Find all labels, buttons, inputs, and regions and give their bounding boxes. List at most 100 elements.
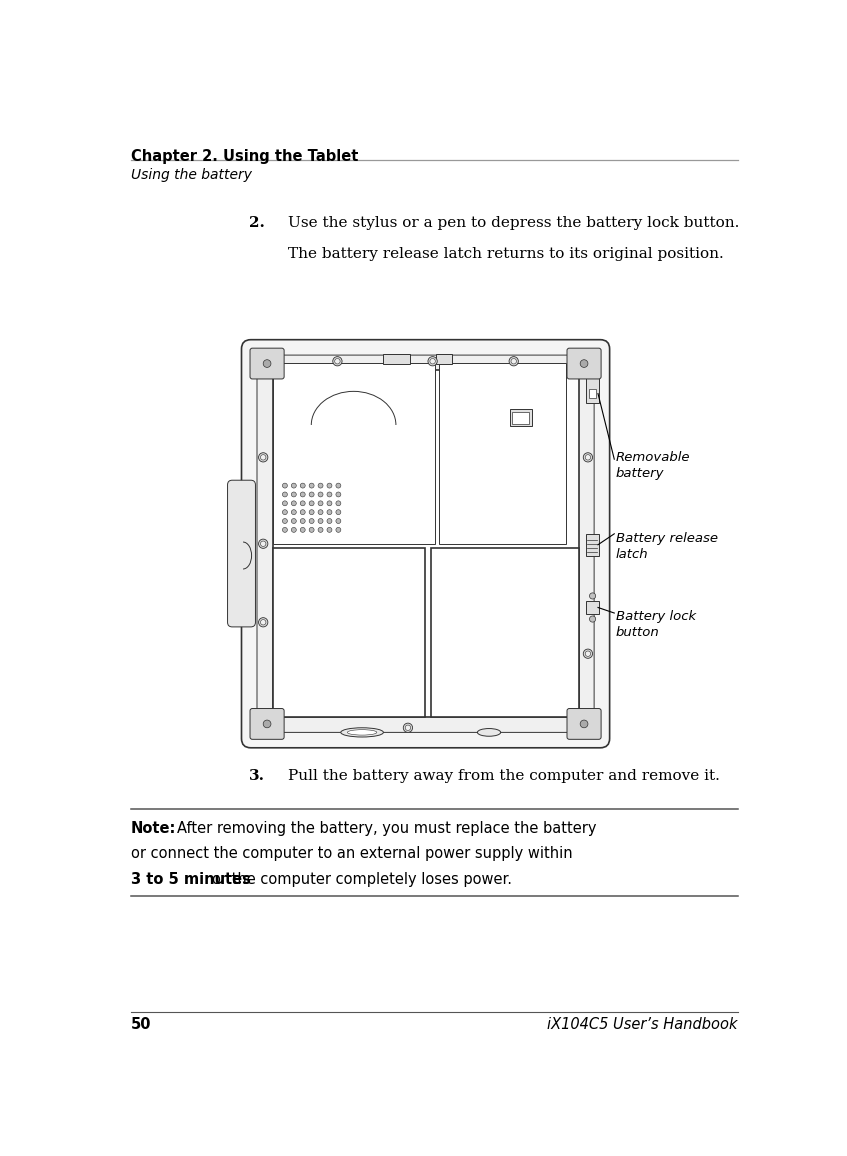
Circle shape	[291, 510, 296, 514]
Circle shape	[580, 720, 588, 728]
Circle shape	[327, 519, 332, 524]
Circle shape	[327, 501, 332, 506]
Text: Using the battery: Using the battery	[130, 168, 252, 181]
Circle shape	[336, 519, 340, 524]
Circle shape	[336, 483, 340, 488]
Circle shape	[258, 617, 268, 627]
FancyBboxPatch shape	[241, 340, 610, 748]
Circle shape	[309, 527, 314, 533]
Bar	[512, 412, 529, 424]
Circle shape	[300, 519, 305, 524]
Circle shape	[300, 483, 305, 488]
Circle shape	[261, 454, 266, 460]
Circle shape	[291, 519, 296, 524]
Circle shape	[258, 539, 268, 548]
Circle shape	[282, 501, 287, 506]
Circle shape	[318, 492, 323, 497]
Bar	[586, 373, 599, 402]
Circle shape	[261, 620, 266, 625]
Text: Note:: Note:	[130, 821, 176, 836]
Circle shape	[430, 358, 435, 364]
Bar	[586, 601, 599, 615]
Circle shape	[318, 483, 323, 488]
Circle shape	[333, 357, 342, 365]
Circle shape	[291, 483, 296, 488]
Circle shape	[590, 593, 595, 599]
Circle shape	[282, 510, 287, 514]
Text: iX104C5 User’s Handbook: iX104C5 User’s Handbook	[547, 1016, 738, 1031]
Circle shape	[282, 492, 287, 497]
Bar	[273, 363, 435, 543]
Circle shape	[584, 453, 593, 462]
Text: Removable
battery: Removable battery	[616, 452, 690, 481]
Circle shape	[261, 541, 266, 547]
Bar	[431, 548, 579, 717]
Circle shape	[336, 492, 340, 497]
Text: Pull the battery away from the computer and remove it.: Pull the battery away from the computer …	[288, 770, 720, 784]
Circle shape	[336, 527, 340, 533]
Ellipse shape	[340, 728, 384, 738]
Bar	[273, 370, 579, 717]
Bar	[436, 354, 451, 364]
Text: Battery release
latch: Battery release latch	[616, 532, 717, 562]
Circle shape	[318, 501, 323, 506]
Text: The battery release latch returns to its original position.: The battery release latch returns to its…	[288, 246, 723, 260]
Circle shape	[263, 720, 271, 728]
Circle shape	[309, 501, 314, 506]
FancyBboxPatch shape	[567, 709, 601, 740]
FancyBboxPatch shape	[567, 348, 601, 379]
Circle shape	[291, 501, 296, 506]
Bar	[249, 348, 602, 740]
Bar	[383, 354, 411, 364]
Circle shape	[509, 357, 518, 365]
Circle shape	[585, 454, 590, 460]
Bar	[586, 534, 599, 556]
Circle shape	[300, 527, 305, 533]
Text: Chapter 2. Using the Tablet: Chapter 2. Using the Tablet	[130, 149, 358, 164]
Circle shape	[318, 527, 323, 533]
Text: 2.: 2.	[249, 216, 265, 230]
Circle shape	[309, 510, 314, 514]
Text: After removing the battery, you must replace the battery: After removing the battery, you must rep…	[177, 821, 596, 836]
Circle shape	[335, 358, 340, 364]
Circle shape	[585, 651, 590, 657]
Circle shape	[327, 483, 332, 488]
Circle shape	[511, 358, 517, 364]
Circle shape	[309, 519, 314, 524]
Bar	[273, 548, 424, 717]
Bar	[440, 363, 567, 543]
Circle shape	[327, 492, 332, 497]
Text: or the computer completely loses power.: or the computer completely loses power.	[212, 872, 512, 887]
FancyBboxPatch shape	[228, 480, 256, 627]
Circle shape	[300, 510, 305, 514]
Circle shape	[258, 453, 268, 462]
Circle shape	[318, 510, 323, 514]
Circle shape	[309, 483, 314, 488]
Circle shape	[584, 649, 593, 658]
FancyBboxPatch shape	[250, 709, 284, 740]
Circle shape	[282, 527, 287, 533]
Circle shape	[300, 492, 305, 497]
Circle shape	[336, 501, 340, 506]
Ellipse shape	[478, 728, 501, 736]
Circle shape	[309, 492, 314, 497]
Text: Battery lock
button: Battery lock button	[616, 610, 696, 639]
Circle shape	[590, 616, 595, 622]
Ellipse shape	[347, 729, 377, 735]
Circle shape	[318, 519, 323, 524]
Bar	[510, 409, 532, 427]
Circle shape	[282, 519, 287, 524]
Circle shape	[336, 510, 340, 514]
Circle shape	[405, 725, 411, 731]
Text: Use the stylus or a pen to depress the battery lock button.: Use the stylus or a pen to depress the b…	[288, 216, 739, 230]
Circle shape	[291, 527, 296, 533]
Text: or connect the computer to an external power supply within: or connect the computer to an external p…	[130, 846, 573, 861]
Text: 50: 50	[130, 1016, 151, 1031]
Text: 3.: 3.	[249, 770, 265, 784]
Circle shape	[327, 510, 332, 514]
FancyBboxPatch shape	[257, 355, 594, 733]
Circle shape	[428, 357, 437, 365]
Circle shape	[282, 483, 287, 488]
Circle shape	[300, 501, 305, 506]
Circle shape	[580, 360, 588, 368]
